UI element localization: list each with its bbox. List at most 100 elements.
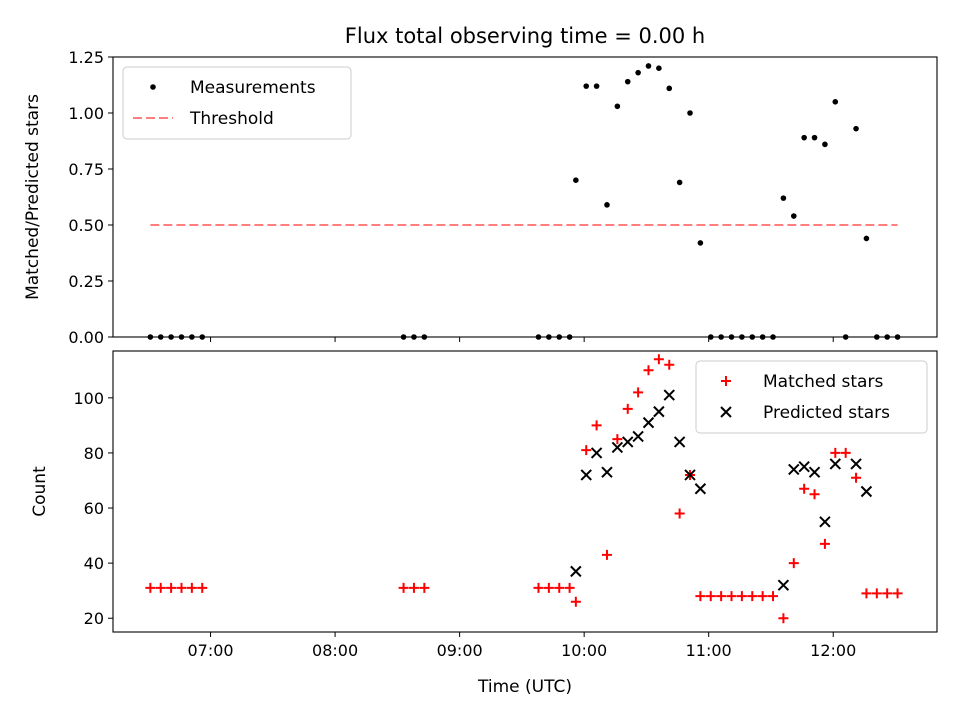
data-point [716, 591, 727, 602]
data-point [622, 436, 634, 448]
data-point [591, 420, 602, 431]
y-tick-label: 1.25 [68, 48, 104, 67]
data-point [768, 591, 779, 602]
data-point [656, 65, 662, 71]
x-tick-label: 11:00 [686, 641, 732, 660]
data-point [611, 441, 624, 454]
data-point [726, 591, 737, 602]
y-tick-label: 0.75 [68, 160, 104, 179]
data-point [604, 202, 610, 208]
y-tick-label: 1.00 [68, 104, 104, 123]
data-point [840, 447, 851, 458]
data-point [145, 582, 156, 593]
data-point [564, 582, 575, 593]
data-point [635, 69, 641, 76]
data-point [860, 485, 873, 498]
series-measurements [147, 63, 901, 340]
data-point [622, 403, 633, 414]
data-point [632, 430, 644, 443]
data-point [850, 458, 862, 470]
data-point [705, 591, 716, 602]
legend-box [695, 360, 928, 434]
data-point [684, 469, 696, 481]
data-point [822, 141, 828, 148]
series-predicted-stars [570, 389, 873, 591]
data-point [645, 63, 652, 69]
data-point [624, 78, 631, 85]
data-point [554, 582, 565, 593]
data-point [612, 434, 623, 445]
chart-title: Flux total observing time = 0.00 h [345, 24, 705, 48]
y-ticks-top: 0.00 0.25 0.50 0.75 1.00 1.25 [68, 48, 113, 347]
data-point [643, 365, 654, 376]
data-point [851, 472, 862, 483]
axes-frame-top [112, 56, 938, 338]
data-point [809, 489, 820, 500]
data-point [674, 508, 685, 519]
data-point [580, 469, 592, 481]
y-tick-label: 0.50 [68, 216, 104, 235]
data-point [666, 85, 673, 92]
data-point [697, 240, 704, 246]
y-tick-label: 40 [84, 554, 104, 573]
axes-top: 0.00 0.25 0.50 0.75 1.00 1.25 Matched/Predict… [23, 48, 938, 347]
data-point [778, 613, 789, 624]
data-point [664, 359, 675, 370]
data-point [871, 588, 882, 599]
data-point [155, 582, 166, 593]
data-point [811, 134, 818, 141]
data-point [197, 582, 208, 593]
data-point [853, 125, 859, 132]
data-point [583, 83, 590, 89]
data-point [694, 483, 707, 495]
data-point [801, 134, 807, 141]
data-point [777, 579, 790, 591]
data-point [663, 389, 675, 401]
data-point [642, 416, 655, 429]
data-point [581, 445, 592, 456]
x-tick-label: 07:00 [187, 641, 233, 660]
data-point [819, 538, 830, 549]
data-point [736, 591, 747, 602]
legend-bottom: Matched stars Predicted stars [695, 360, 928, 434]
data-point [799, 483, 810, 494]
axes-bottom: 20 40 60 80 100 07:00 08:00 09:00 10:00 11:00 12:… [30, 350, 938, 697]
data-point [747, 591, 758, 602]
y-axis-label-bottom: Count [30, 466, 50, 517]
legend-label: Matched stars [763, 372, 883, 392]
data-point [398, 582, 409, 593]
data-point [892, 588, 903, 599]
x-tick-label: 09:00 [437, 641, 483, 660]
x-axis-label: Time (UTC) [477, 677, 572, 697]
data-point [633, 387, 644, 398]
data-point [570, 565, 582, 578]
data-point [176, 582, 187, 593]
x-tickmarks-top [210, 337, 834, 342]
legend-top: Measurements Threshold [122, 66, 352, 140]
data-point [780, 195, 787, 201]
data-point [570, 596, 581, 607]
y-tick-label: 60 [84, 499, 104, 518]
data-point [676, 179, 683, 186]
y-tick-label: 20 [84, 609, 104, 628]
x-tick-label: 10:00 [561, 641, 607, 660]
data-point [695, 591, 706, 602]
data-point [788, 558, 799, 569]
y-tick-label: 0.00 [68, 328, 104, 347]
plot-area-bottom [145, 354, 903, 624]
data-point [419, 582, 430, 593]
data-point [861, 588, 872, 599]
data-point [808, 466, 821, 478]
data-point [543, 582, 554, 593]
data-point [788, 463, 800, 476]
x-ticks-bottom: 07:00 08:00 09:00 10:00 11:00 12:00 [187, 632, 856, 660]
data-point [757, 591, 768, 602]
y-tick-label: 80 [84, 444, 104, 463]
legend-label: Measurements [190, 78, 316, 98]
data-point [573, 177, 579, 183]
data-point [186, 582, 197, 593]
data-point [673, 436, 686, 448]
y-tick-label: 100 [73, 389, 104, 408]
data-point [819, 516, 831, 528]
